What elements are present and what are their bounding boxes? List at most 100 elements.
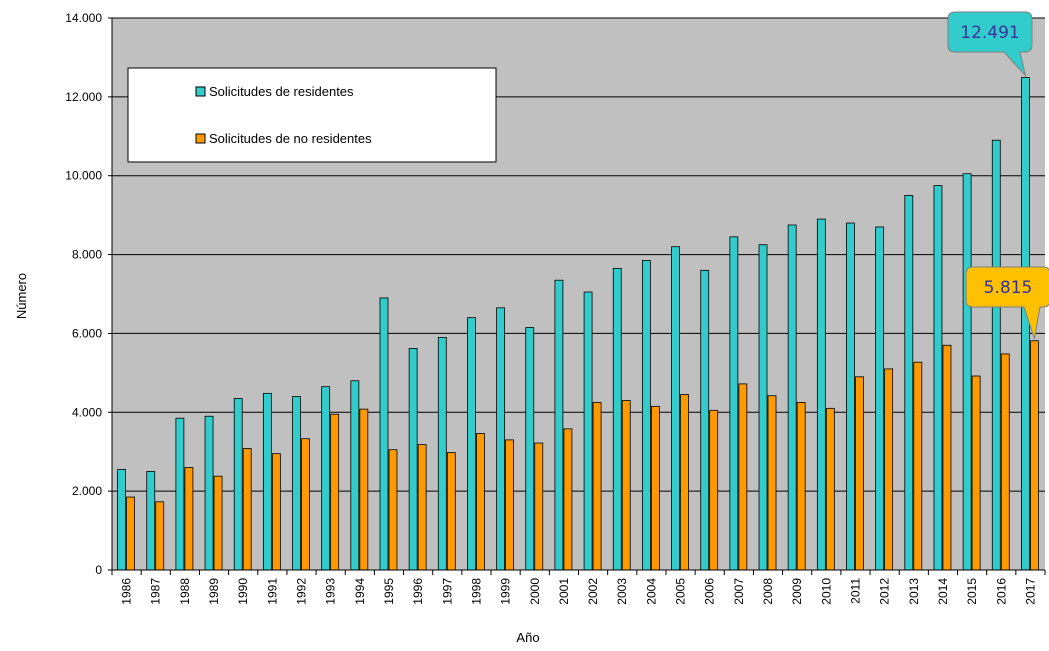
x-tick-label: 1987 (149, 578, 163, 605)
bar-no-residentes (301, 438, 310, 571)
x-tick-label: 1999 (499, 578, 513, 605)
callouts: 12.491 5.815 (947, 11, 1049, 339)
bar-no-residentes (796, 402, 806, 571)
x-tick-label: 2012 (878, 578, 892, 605)
bar-residentes (408, 348, 418, 571)
bar-residentes (233, 398, 243, 571)
y-tick-label: 14.000 (65, 11, 102, 25)
bar-residentes (379, 297, 389, 571)
bar-no-residentes (709, 409, 719, 571)
bar-residentes (467, 317, 476, 571)
bar-residentes (962, 173, 972, 571)
bar-residentes (262, 392, 272, 571)
legend-label-residentes: Solicitudes de residentes (209, 84, 354, 99)
bar-residentes (292, 396, 301, 571)
callout-bubble (947, 11, 1033, 78)
x-axis-ticks: 1986 1987 1988 1989 1990 1991 1992 1993 1994 1995… (111, 570, 1046, 605)
x-tick-label: 2004 (644, 578, 658, 605)
bar-residentes (525, 327, 535, 571)
x-tick-label: 2006 (703, 578, 717, 605)
x-tick-label: 1990 (236, 578, 250, 605)
bar-no-residentes (738, 383, 748, 571)
y-tick-label: 4.000 (72, 405, 102, 419)
bar-residentes (117, 469, 126, 571)
legend-swatch-residentes (195, 86, 206, 97)
x-tick-label: 2009 (790, 578, 804, 605)
bar-no-residentes (242, 448, 252, 571)
bar-no-residentes (359, 408, 369, 571)
y-tick-label: 6.000 (72, 326, 102, 340)
bar-no-residentes (767, 395, 777, 571)
bar-no-residentes (825, 407, 835, 571)
bar-no-residentes (942, 344, 952, 571)
bar-no-residentes (446, 452, 456, 571)
bar-residentes (816, 218, 826, 571)
legend-swatch-no-residentes (195, 133, 206, 144)
x-tick-label: 2013 (907, 578, 921, 605)
x-tick-label: 2005 (674, 578, 688, 605)
y-tick-label: 2.000 (72, 484, 102, 498)
bar-residentes (641, 260, 651, 571)
x-tick-label: 1998 (469, 578, 483, 605)
bar-no-residentes (563, 428, 573, 571)
x-tick-label: 1988 (178, 578, 192, 605)
y-axis-title: Número (14, 273, 29, 319)
bar-residentes (787, 224, 797, 571)
callout-bubble (965, 266, 1049, 339)
bar-residentes (933, 185, 943, 571)
bar-residentes (758, 244, 768, 571)
bar-no-residentes (476, 433, 485, 571)
bar-residentes (875, 226, 885, 571)
x-tick-label: 1995 (382, 578, 396, 605)
bar-residentes (671, 246, 680, 571)
legend: Solicitudes de residentes Solicitudes de… (127, 67, 497, 163)
bar-residentes (700, 269, 710, 571)
bar-no-residentes (213, 475, 223, 571)
x-tick-label: 2001 (557, 578, 571, 605)
bar-no-residentes (1030, 340, 1039, 571)
bar-no-residentes (388, 449, 398, 571)
x-tick-label: 1992 (295, 578, 309, 605)
bar-residentes (991, 139, 1001, 571)
bar-residentes (846, 222, 855, 571)
bar-residentes (729, 236, 739, 571)
legend-box (127, 67, 497, 163)
x-tick-label: 2002 (586, 578, 600, 605)
x-tick-label: 2010 (819, 578, 833, 605)
x-tick-label: 1986 (120, 578, 134, 605)
bar-no-residentes (855, 376, 864, 571)
x-tick-label: 2003 (615, 578, 629, 605)
bar-no-residentes (534, 442, 544, 571)
bar-residentes (146, 471, 156, 571)
x-tick-label: 1997 (440, 578, 454, 605)
x-tick-label: 2014 (936, 578, 950, 605)
bar-no-residentes (884, 368, 894, 571)
x-tick-label: 2000 (528, 578, 542, 605)
bar-residentes (612, 267, 622, 571)
x-tick-label: 1989 (207, 578, 221, 605)
callout-value: 5.815 (984, 278, 1033, 298)
bar-no-residentes (913, 361, 923, 571)
x-tick-label: 2016 (994, 578, 1008, 605)
bar-no-residentes (155, 501, 165, 571)
x-tick-label: 2015 (965, 578, 979, 605)
x-tick-label: 2011 (848, 578, 862, 604)
bar-residentes (437, 336, 447, 571)
bar-residentes (904, 195, 914, 571)
bar-no-residentes (680, 394, 689, 571)
bar-no-residentes (126, 496, 135, 571)
bar-no-residentes (592, 402, 602, 571)
bar-residentes (1021, 77, 1030, 571)
bar-residentes (321, 386, 331, 571)
x-tick-label: 1994 (353, 578, 367, 605)
y-tick-label: 8.000 (72, 248, 102, 262)
bar-no-residentes (271, 453, 281, 571)
y-tick-label: 12.000 (65, 90, 102, 104)
bar-residentes (554, 279, 564, 571)
x-axis-title: Año (516, 630, 539, 645)
x-tick-label: 2008 (761, 578, 775, 605)
bar-no-residentes (650, 405, 660, 571)
bar-no-residentes (971, 375, 981, 571)
x-tick-label: 2007 (732, 578, 746, 605)
